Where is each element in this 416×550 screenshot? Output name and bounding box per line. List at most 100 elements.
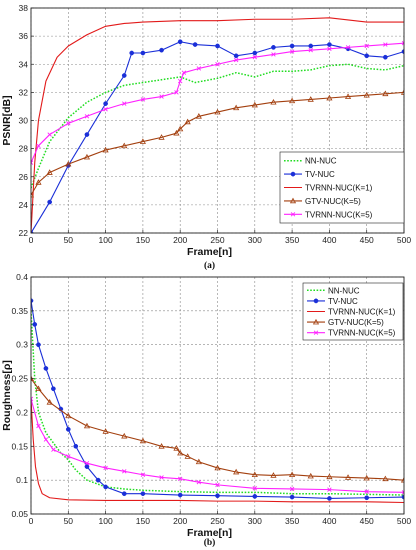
data-point-tv-nuc bbox=[140, 50, 146, 56]
x-tick-label: 400 bbox=[322, 516, 336, 526]
legend-label-tv-nuc: TV-NUC bbox=[328, 297, 358, 306]
data-point-gtv-nuc-k-5 bbox=[363, 474, 370, 481]
data-point-gtv-nuc-k-5 bbox=[46, 169, 53, 175]
data-point-gtv-nuc-k-5 bbox=[214, 464, 221, 471]
data-point-gtv-nuc-k-5 bbox=[344, 474, 352, 480]
data-point-gtv-nuc-k-5 bbox=[173, 445, 180, 451]
data-point-gtv-nuc-k-5 bbox=[382, 90, 389, 97]
data-point-gtv-nuc-k-5 bbox=[65, 160, 72, 167]
data-point-tv-nuc bbox=[121, 73, 127, 78]
series-line-gtv-nuc-k-5 bbox=[31, 91, 404, 196]
data-point-tvrnn-nuc-k-5 bbox=[401, 490, 404, 495]
data-point-gtv-nuc-k-5 bbox=[214, 108, 221, 115]
data-point-gtv-nuc-k-5 bbox=[382, 475, 389, 482]
series-group bbox=[31, 17, 404, 233]
data-point-gtv-nuc-k-5 bbox=[102, 428, 109, 434]
data-point-tvrnn-nuc-k-5 bbox=[84, 114, 90, 119]
data-point-gtv-nuc-k-5 bbox=[177, 449, 184, 456]
series-tvrnn-nuc-k-1 bbox=[31, 17, 404, 233]
series-tvrnn-nuc-k-5 bbox=[31, 396, 404, 495]
series-group bbox=[31, 298, 404, 504]
data-point-gtv-nuc-k-5 bbox=[251, 471, 258, 478]
y-tick-label: 0.4 bbox=[16, 272, 28, 282]
x-tick-label: 250 bbox=[210, 235, 224, 245]
data-point-tvrnn-nuc-k-5 bbox=[84, 460, 90, 466]
y-tick-label: 38 bbox=[19, 3, 29, 13]
data-point-gtv-nuc-k-5 bbox=[400, 89, 404, 95]
data-point-tv-nuc bbox=[327, 42, 332, 47]
data-point-tvrnn-nuc-k-5 bbox=[364, 43, 369, 49]
data-point-tv-nuc bbox=[271, 45, 276, 50]
data-point-tv-nuc bbox=[84, 464, 90, 469]
chart-panel-a: 0 50 100 150 200 250 300 350 400 450 500 22 24 26 28 30… bbox=[1, 3, 411, 271]
series-gtv-nuc-k-5 bbox=[31, 375, 404, 483]
x-tick-label: 400 bbox=[322, 235, 336, 245]
data-point-tvrnn-nuc-k-5 bbox=[31, 396, 34, 402]
x-tick-label: 200 bbox=[173, 516, 187, 526]
data-point-tvrnn-nuc-k-5 bbox=[327, 487, 332, 492]
data-point-tv-nuc bbox=[31, 298, 34, 304]
data-point-tvrnn-nuc-k-5 bbox=[233, 57, 239, 63]
data-point-tv-nuc bbox=[43, 366, 49, 371]
data-point-tv-nuc bbox=[103, 101, 108, 106]
y-axis-label: Roughness[ρ] bbox=[1, 360, 13, 431]
data-point-tv-nuc bbox=[73, 443, 79, 449]
series-line-tvrnn-nuc-k-1 bbox=[31, 398, 404, 504]
series-line-tv-nuc bbox=[31, 41, 404, 233]
x-tick-label: 300 bbox=[248, 516, 262, 526]
data-point-gtv-nuc-k-5 bbox=[270, 98, 277, 105]
legend-marker-tv-nuc bbox=[290, 171, 296, 177]
data-point-gtv-nuc-k-5 bbox=[233, 104, 240, 111]
series-gtv-nuc-k-5 bbox=[31, 89, 404, 198]
data-point-gtv-nuc-k-5 bbox=[83, 422, 91, 429]
legend-label-gtv-nuc-k-5: GTV-NUC(K=5) bbox=[305, 197, 361, 206]
data-point-tv-nuc bbox=[177, 492, 183, 498]
data-point-tv-nuc bbox=[32, 322, 38, 327]
data-point-tv-nuc bbox=[252, 50, 258, 56]
data-point-tvrnn-nuc-k-5 bbox=[308, 47, 313, 53]
y-tick-label: 24 bbox=[19, 200, 29, 210]
data-point-tvrnn-nuc-k-5 bbox=[140, 472, 146, 477]
legend-label-tvrnn-nuc-k-1: TVRNN-NUC(K=1) bbox=[328, 308, 396, 317]
y-tick-label: 26 bbox=[19, 172, 29, 182]
data-point-tvrnn-nuc-k-5 bbox=[43, 437, 49, 442]
series-tv-nuc bbox=[31, 39, 404, 233]
data-point-tv-nuc bbox=[289, 494, 295, 500]
data-point-tvrnn-nuc-k-5 bbox=[66, 121, 71, 126]
data-point-tv-nuc bbox=[308, 43, 314, 49]
data-point-tv-nuc bbox=[383, 54, 388, 60]
data-point-tv-nuc bbox=[327, 496, 332, 501]
y-tick-label: 22 bbox=[19, 228, 29, 238]
x-tick-label: 200 bbox=[173, 235, 187, 245]
data-point-tv-nuc bbox=[140, 491, 146, 497]
data-point-gtv-nuc-k-5 bbox=[233, 468, 240, 475]
legend-label-tvrnn-nuc-k-5: TVRNN-NUC(K=5) bbox=[328, 329, 396, 338]
data-point-tvrnn-nuc-k-5 bbox=[140, 97, 146, 102]
legend-marker-tvrnn-nuc-k-5 bbox=[290, 212, 296, 217]
data-point-tvrnn-nuc-k-5 bbox=[252, 55, 258, 60]
data-point-tvrnn-nuc-k-5 bbox=[345, 45, 351, 50]
legend-marker-gtv-nuc-k-5 bbox=[289, 197, 297, 204]
data-point-tvrnn-nuc-k-5 bbox=[177, 78, 183, 84]
series-line-gtv-nuc-k-5 bbox=[31, 378, 404, 481]
data-point-tv-nuc bbox=[36, 342, 41, 348]
data-point-tvrnn-nuc-k-5 bbox=[51, 447, 56, 452]
y-tick-label: 30 bbox=[19, 116, 29, 126]
data-point-gtv-nuc-k-5 bbox=[184, 118, 191, 125]
x-tick-label: 50 bbox=[64, 516, 74, 526]
data-point-gtv-nuc-k-5 bbox=[307, 472, 314, 479]
data-point-tv-nuc bbox=[192, 42, 198, 47]
y-tick-label: 34 bbox=[19, 59, 29, 69]
x-tick-label: 100 bbox=[99, 235, 113, 245]
data-point-tv-nuc bbox=[215, 493, 220, 499]
data-point-tvrnn-nuc-k-5 bbox=[196, 479, 202, 485]
data-point-tv-nuc bbox=[233, 53, 239, 59]
y-tick-label: 0.3 bbox=[16, 340, 28, 350]
legend-label-tv-nuc: TV-NUC bbox=[305, 170, 335, 179]
data-point-tvrnn-nuc-k-5 bbox=[252, 486, 258, 491]
data-point-tv-nuc bbox=[121, 491, 127, 497]
data-point-gtv-nuc-k-5 bbox=[195, 458, 202, 465]
data-point-gtv-nuc-k-5 bbox=[195, 113, 202, 119]
data-point-gtv-nuc-k-5 bbox=[363, 91, 370, 98]
data-point-tv-nuc bbox=[65, 427, 71, 432]
